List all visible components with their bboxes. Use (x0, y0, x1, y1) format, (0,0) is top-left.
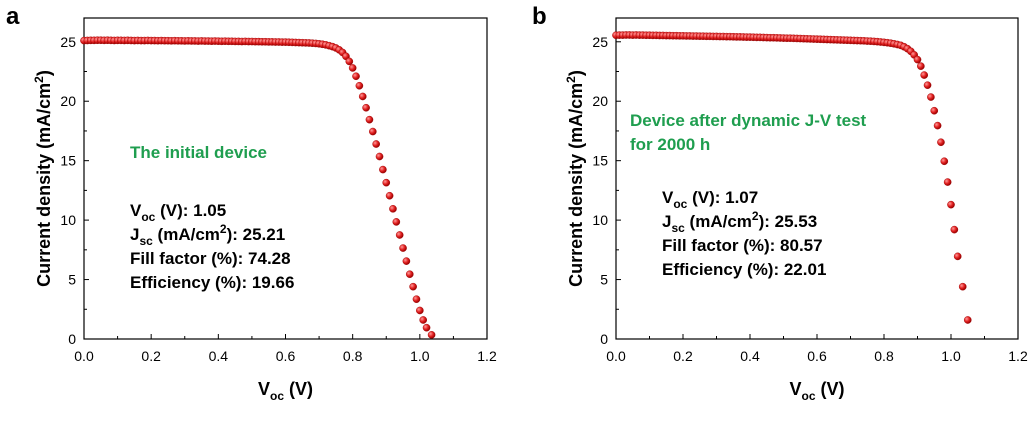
panel-b: b 0.0 0.2 0.4 0.6 0.8 1.0 1.2 0 5 10 15 20 25 Voc (V) C… (532, 3, 1028, 403)
device-annotation: The initial device (130, 143, 267, 162)
y-tick-label: 5 (600, 272, 608, 288)
data-point (365, 115, 374, 124)
x-tick-label: 0.6 (807, 348, 827, 364)
y-axis-label: Current density (mA/cm2) (32, 70, 54, 287)
x-tick-label: 0.4 (740, 348, 760, 364)
x-tick-label: 0.2 (673, 348, 693, 364)
x-tick-label: 0.2 (141, 348, 161, 364)
x-tick-label: 0.0 (606, 348, 626, 364)
x-tick-label: 0.8 (874, 348, 894, 364)
data-point (358, 92, 367, 101)
data-point (920, 71, 929, 79)
metric-line: Efficiency (%): 19.66 (130, 273, 294, 292)
data-point (348, 64, 357, 72)
data-point (419, 316, 427, 324)
y-tick-label: 25 (592, 34, 608, 50)
data-point (958, 282, 967, 291)
data-point (352, 72, 360, 81)
data-point (917, 62, 925, 70)
data-point (933, 121, 942, 130)
data-point (399, 244, 407, 252)
data-point (950, 225, 959, 234)
y-tick-label: 25 (60, 34, 76, 50)
panel-a: a 0.0 0.2 0.4 0.6 0.8 1.0 1.2 0 5 10 15 20 25 Voc (V) C… (6, 3, 497, 403)
plot-frame (615, 17, 1019, 340)
y-axis-label: Current density (mA/cm2) (564, 70, 586, 287)
metric-line: Efficiency (%): 22.01 (662, 260, 826, 279)
x-axis-label: Voc (V) (789, 379, 844, 403)
device-annotation: Device after dynamic J-V test (630, 111, 867, 130)
x-tick-label: 1.0 (941, 348, 961, 364)
y-tick-label: 0 (600, 331, 608, 347)
x-tick-label: 0.8 (343, 348, 363, 364)
x-tick-label: 1.2 (1008, 348, 1028, 364)
y-tick-label: 10 (592, 212, 608, 228)
data-point (937, 138, 945, 147)
x-tick-label: 0.6 (276, 348, 296, 364)
data-point (402, 257, 411, 265)
data-point (379, 165, 387, 174)
data-point (405, 270, 414, 279)
device-annotation: for 2000 h (630, 135, 710, 154)
data-point (412, 295, 421, 303)
data-point (409, 282, 417, 291)
metric-line: Voc (V): 1.07 (662, 188, 758, 211)
y-tick-label: 20 (60, 93, 76, 109)
data-point (427, 331, 436, 339)
data-point (940, 157, 949, 166)
data-point (385, 191, 394, 200)
x-tick-label: 0.4 (209, 348, 229, 364)
data-point (927, 93, 935, 101)
panel-letter: a (6, 3, 20, 30)
data-point (382, 178, 391, 187)
metric-line: Fill factor (%): 80.57 (662, 236, 823, 255)
data-point (355, 81, 364, 90)
data-point (372, 140, 380, 148)
data-point (947, 200, 955, 209)
metric-line: Jsc (mA/cm2): 25.21 (130, 222, 285, 248)
data-point (395, 231, 404, 239)
x-tick-label: 1.0 (410, 348, 430, 364)
metric-line: Voc (V): 1.05 (130, 201, 226, 224)
x-tick-label: 1.2 (477, 348, 497, 364)
y-tick-label: 5 (68, 272, 76, 288)
metric-line: Jsc (mA/cm2): 25.53 (662, 209, 817, 235)
x-axis-label: Voc (V) (258, 379, 313, 403)
data-point (422, 323, 431, 332)
panel-letter: b (532, 3, 547, 30)
data-point (389, 205, 397, 213)
data-point (913, 55, 922, 64)
y-tick-label: 20 (592, 93, 608, 109)
data-point (930, 106, 939, 115)
data-point (362, 103, 370, 112)
data-point (923, 81, 932, 89)
data-point (375, 152, 384, 161)
data-point (416, 306, 424, 315)
data-point (369, 127, 377, 136)
metric-line: Fill factor (%): 74.28 (130, 249, 291, 268)
y-tick-label: 0 (68, 331, 76, 347)
x-tick-label: 0.0 (74, 348, 94, 364)
data-point (345, 57, 354, 66)
data-point (392, 218, 401, 226)
y-tick-label: 10 (60, 212, 76, 228)
data-point (953, 252, 962, 261)
data-point (943, 178, 952, 186)
y-tick-label: 15 (60, 153, 76, 169)
y-tick-label: 15 (592, 153, 608, 169)
data-point (963, 316, 972, 324)
